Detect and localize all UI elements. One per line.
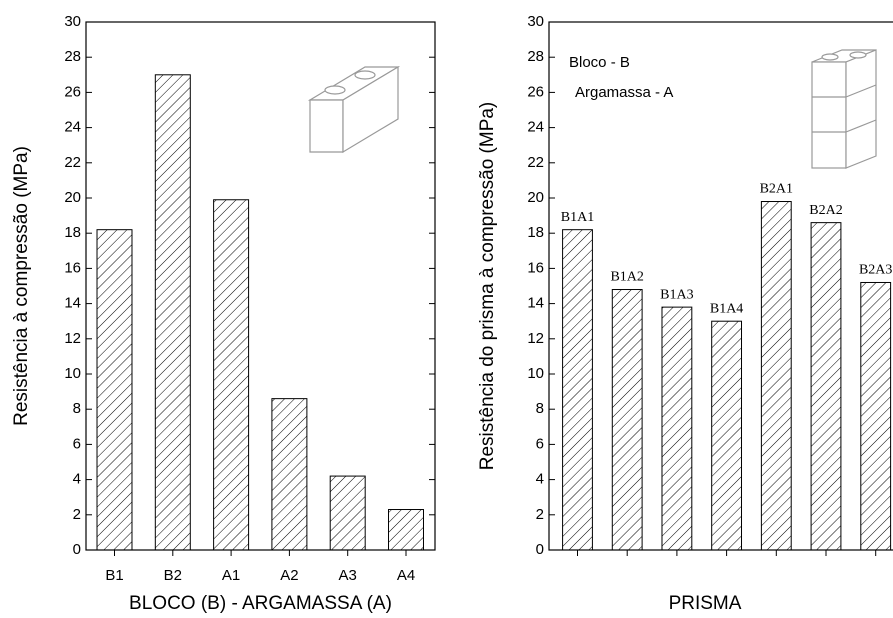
bar-label: B1A1 bbox=[561, 210, 594, 225]
y-tick-label: 6 bbox=[73, 435, 81, 452]
y-tick-label: 0 bbox=[73, 541, 81, 558]
block-icon bbox=[307, 65, 401, 154]
y-tick-label: 20 bbox=[64, 189, 81, 206]
x-axis-label: BLOCO (B) - ARGAMASSA (A) bbox=[129, 593, 392, 614]
annotation: Bloco - B bbox=[569, 54, 630, 71]
y-tick-label: 26 bbox=[527, 83, 544, 100]
bar bbox=[271, 398, 308, 551]
bar-label: B1A4 bbox=[710, 301, 743, 316]
y-tick-label: 26 bbox=[64, 83, 81, 100]
y-tick-label: 28 bbox=[64, 48, 81, 65]
y-tick-label: 2 bbox=[536, 506, 544, 523]
bar-label: B2A2 bbox=[809, 203, 842, 218]
bar bbox=[611, 289, 643, 551]
x-tick-label: B1 bbox=[105, 567, 123, 584]
x-tick-label: A4 bbox=[397, 567, 415, 584]
bar-label: B2A1 bbox=[760, 182, 793, 197]
y-tick-label: 12 bbox=[527, 330, 544, 347]
bar bbox=[661, 306, 693, 551]
prism-icon bbox=[811, 49, 877, 169]
bar bbox=[810, 222, 842, 551]
y-tick-label: 10 bbox=[527, 365, 544, 382]
y-tick-label: 8 bbox=[536, 400, 544, 417]
y-tick-label: 24 bbox=[527, 119, 544, 136]
y-tick-label: 28 bbox=[527, 48, 544, 65]
y-tick-label: 30 bbox=[527, 13, 544, 30]
y-tick-label: 4 bbox=[536, 471, 544, 488]
plot-frame bbox=[548, 21, 893, 551]
bar bbox=[388, 509, 424, 551]
y-tick-label: 10 bbox=[64, 365, 81, 382]
x-tick-label: A1 bbox=[222, 567, 240, 584]
y-tick-label: 14 bbox=[527, 295, 544, 312]
bar bbox=[96, 229, 133, 551]
bar bbox=[860, 281, 892, 551]
y-tick-label: 0 bbox=[536, 541, 544, 558]
y-tick-label: 24 bbox=[64, 119, 81, 136]
bar-label: B1A3 bbox=[660, 287, 693, 302]
y-tick-label: 14 bbox=[64, 295, 81, 312]
plot-frame bbox=[85, 21, 436, 551]
y-tick-label: 18 bbox=[64, 224, 81, 241]
y-axis-label: Resistência à compressão (MPa) bbox=[11, 146, 32, 426]
bar-label: B2A3 bbox=[859, 263, 892, 278]
bar bbox=[213, 199, 250, 551]
y-tick-label: 16 bbox=[527, 259, 544, 276]
x-tick-label: B2 bbox=[164, 567, 182, 584]
y-axis-label: Resistência do prisma à compressão (MPa) bbox=[477, 102, 498, 471]
y-tick-label: 4 bbox=[73, 471, 81, 488]
y-tick-label: 2 bbox=[73, 506, 81, 523]
x-axis-label: PRISMA bbox=[669, 593, 742, 614]
annotation: Argamassa - A bbox=[575, 84, 673, 101]
bar bbox=[711, 320, 743, 551]
y-tick-label: 16 bbox=[64, 259, 81, 276]
bar bbox=[562, 229, 593, 551]
x-tick-label: A3 bbox=[339, 567, 357, 584]
y-tick-label: 6 bbox=[536, 435, 544, 452]
y-tick-label: 18 bbox=[527, 224, 544, 241]
y-tick-label: 12 bbox=[64, 330, 81, 347]
y-tick-label: 22 bbox=[527, 154, 544, 171]
bar bbox=[154, 74, 191, 551]
y-tick-label: 8 bbox=[73, 400, 81, 417]
bar-label: B1A2 bbox=[610, 270, 643, 285]
y-tick-label: 30 bbox=[64, 13, 81, 30]
bar bbox=[760, 201, 792, 551]
y-tick-label: 20 bbox=[527, 189, 544, 206]
bar bbox=[329, 475, 366, 551]
x-tick-label: A2 bbox=[280, 567, 298, 584]
y-tick-label: 22 bbox=[64, 154, 81, 171]
